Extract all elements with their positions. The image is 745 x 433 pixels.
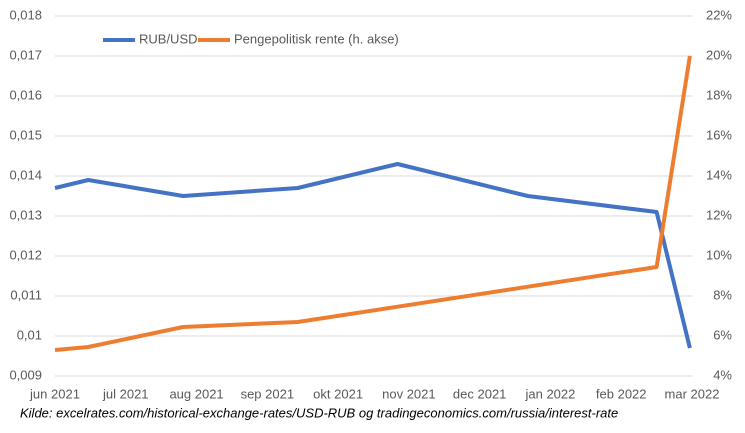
y-tick-label: 0,013 [9,207,42,222]
y-tick-label: 0,018 [9,7,42,22]
y2-tick-label: 20% [706,47,732,62]
y-tick-label: 0,009 [9,367,42,382]
x-tick-label: dec 2021 [453,386,507,401]
y2-tick-label: 8% [713,287,732,302]
x-tick-label: feb 2022 [596,386,647,401]
x-tick-label: jul 2021 [102,386,149,401]
y2-tick-label: 16% [706,127,732,142]
x-tick-label: okt 2021 [313,386,363,401]
x-tick-label: nov 2021 [382,386,436,401]
x-tick-label: mar 2022 [665,386,720,401]
y-tick-label: 0,01 [17,327,42,342]
source: Kilde: excelrates.com/historical-exchang… [20,405,618,420]
x-tick-label: sep 2021 [241,386,295,401]
y-tick-label: 0,014 [9,167,42,182]
x-tick-label: jan 2022 [524,386,575,401]
y2-tick-label: 22% [706,7,732,22]
y-tick-label: 0,011 [10,287,42,302]
legend-label: RUB/USD [139,31,198,46]
y2-tick-label: 12% [706,207,732,222]
y-tick-label: 0,017 [9,47,42,62]
x-tick-label: aug 2021 [169,386,223,401]
y-tick-label: 0,015 [9,127,42,142]
y2-tick-label: 10% [706,247,732,262]
y2-tick-label: 4% [713,367,732,382]
y-tick-label: 0,012 [9,247,42,262]
legend-label: Pengepolitisk rente (h. akse) [234,31,399,46]
line [54,162,692,349]
y-tick-label: 0,016 [9,87,42,102]
y2-tick-label: 18% [706,87,732,102]
x-tick-label: jun 2021 [29,386,80,401]
y2-tick-label: 6% [713,327,732,342]
line [54,55,692,352]
y2-tick-label: 14% [706,167,732,182]
